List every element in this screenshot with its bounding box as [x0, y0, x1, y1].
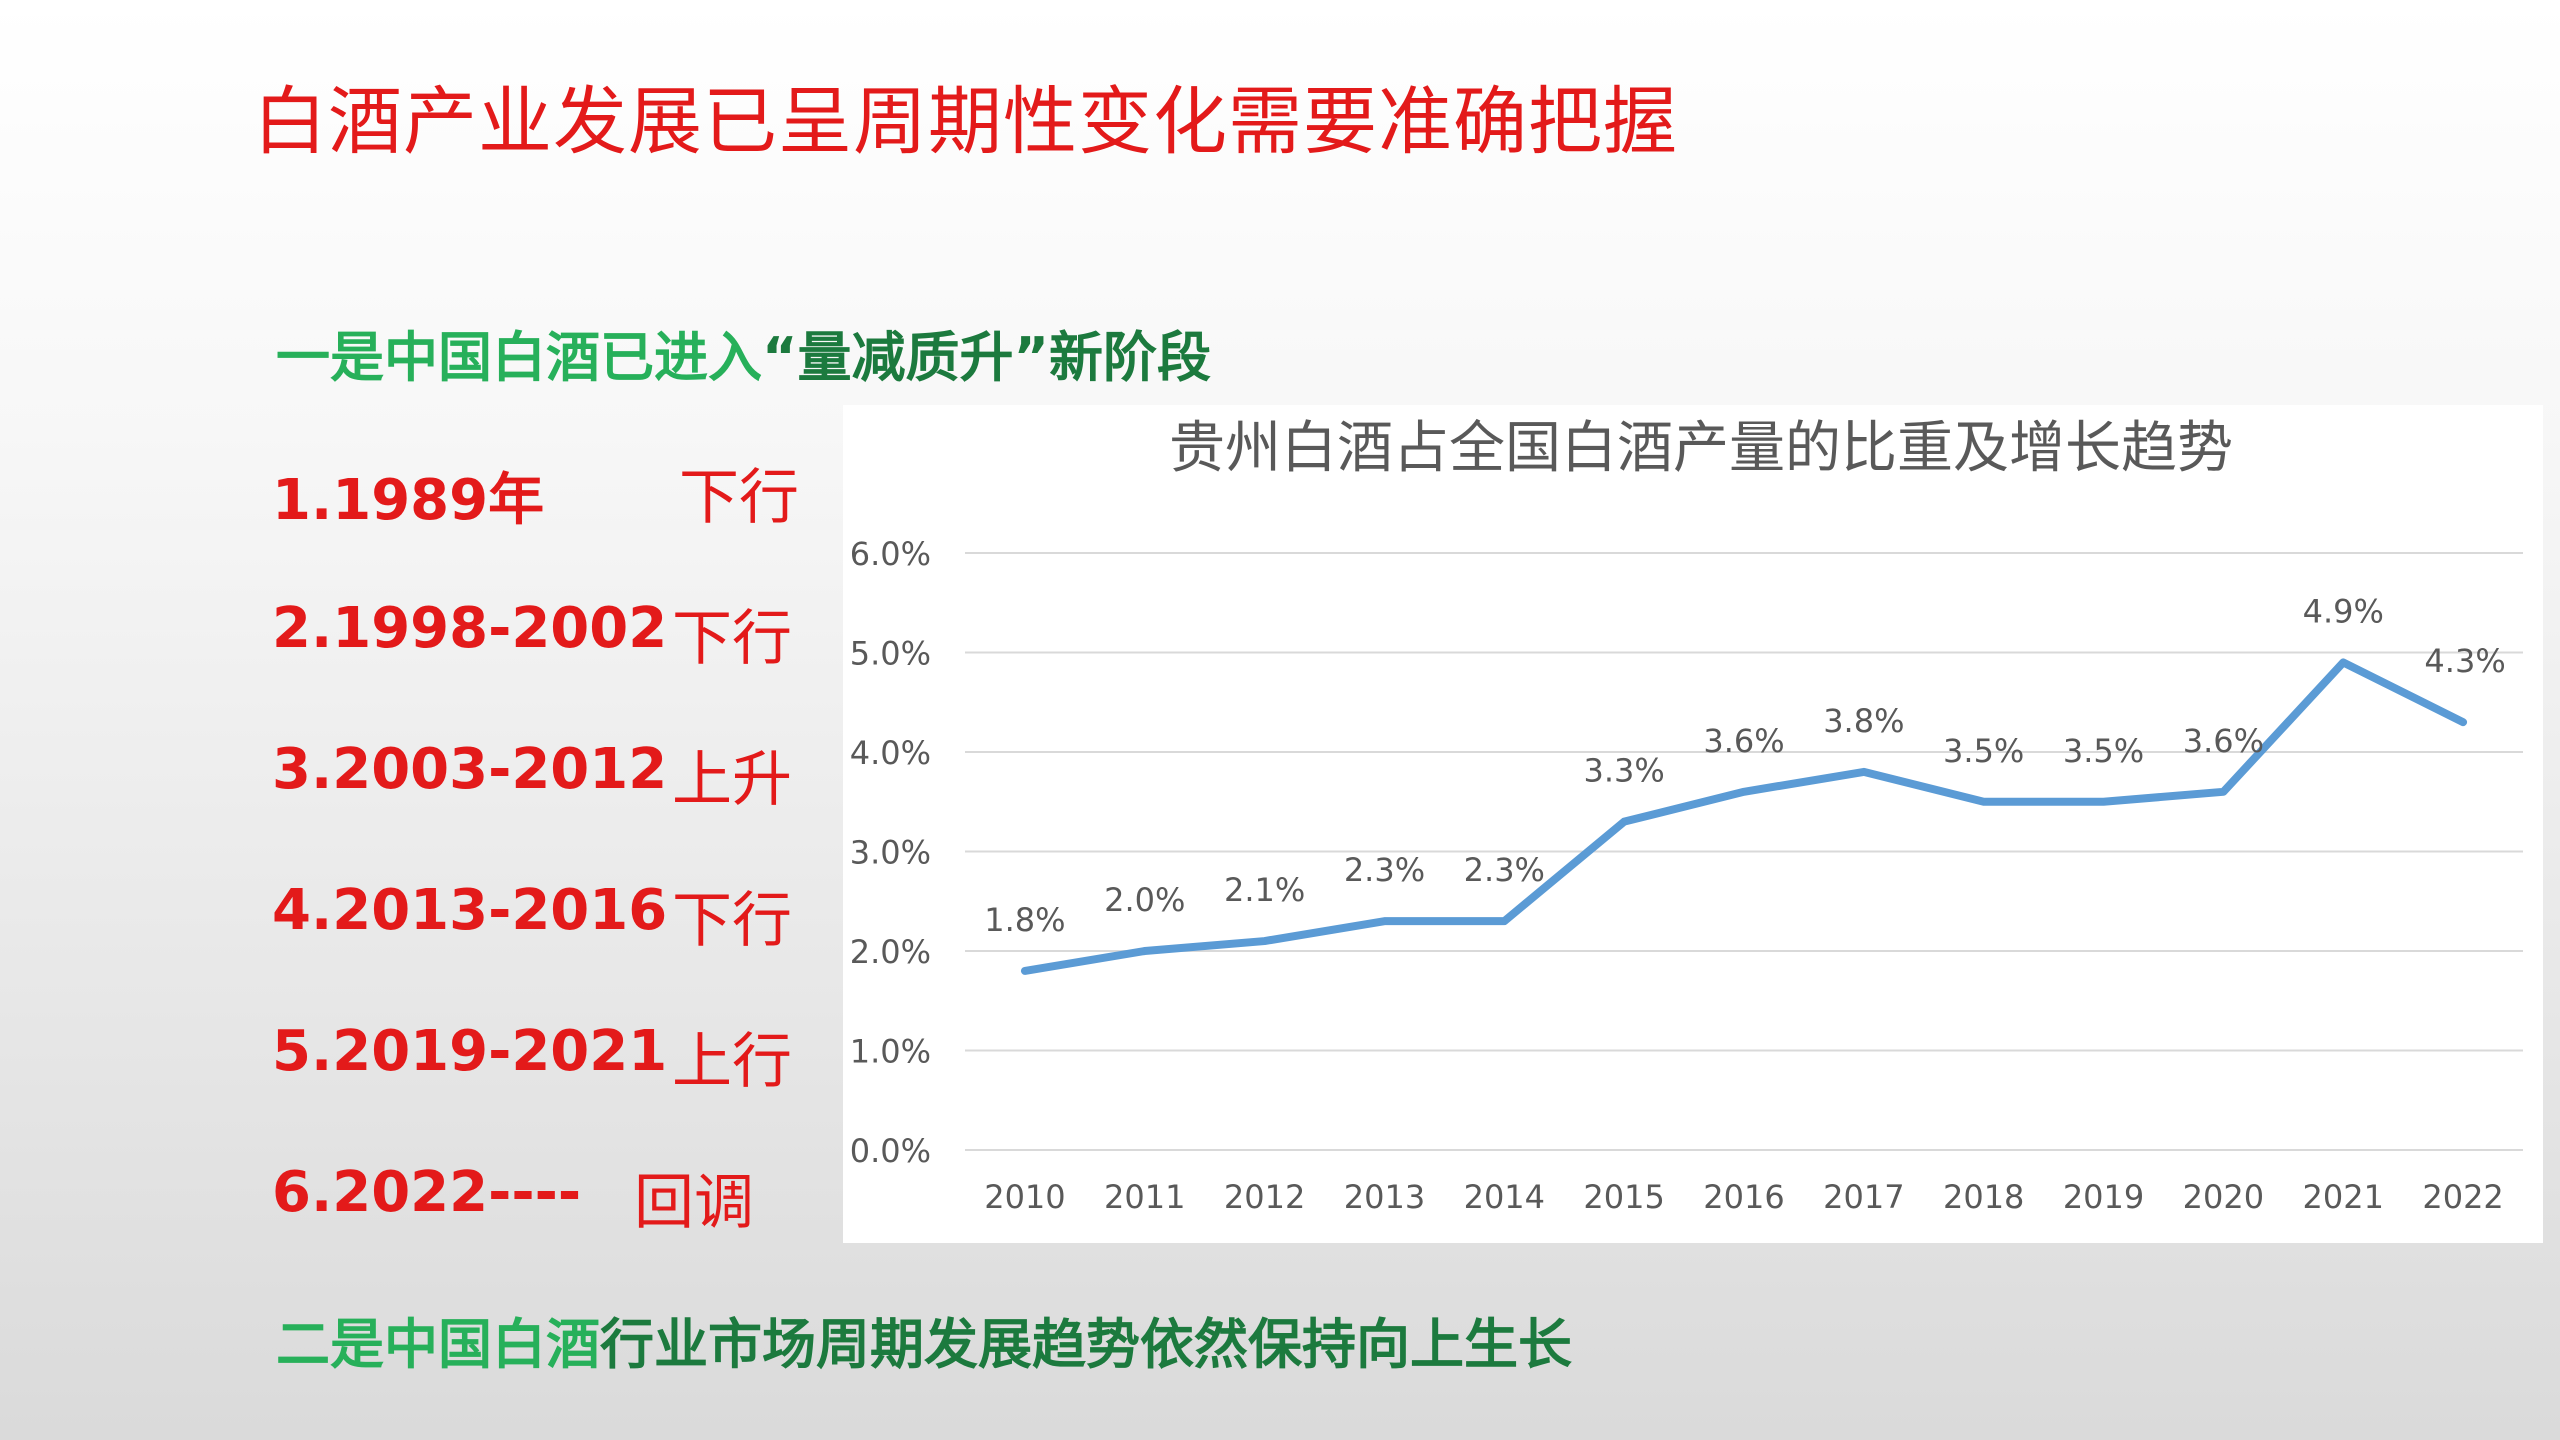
data-label: 3.6% — [2183, 722, 2264, 760]
y-tick-label: 6.0% — [850, 535, 931, 573]
data-label: 4.9% — [2303, 592, 2384, 630]
data-point — [2461, 720, 2466, 725]
heading-trend: 二是中国白酒行业市场周期发展趋势依然保持向上生长 — [276, 1300, 1572, 1379]
period-item-2: 2.1998-2002 下行 — [272, 596, 832, 674]
data-label: 1.8% — [984, 901, 1065, 939]
y-tick-label: 4.0% — [850, 734, 931, 772]
data-point — [1981, 799, 1986, 804]
x-tick-label: 2018 — [1943, 1178, 2024, 1216]
data-point — [1022, 968, 1027, 973]
line-chart: 贵州白酒占全国白酒产量的比重及增长趋势 0.0% 1.0% 2.0% 3.0% 4.0%… — [850, 416, 2523, 1216]
data-label: 2.3% — [1464, 851, 1545, 889]
period-range: 1.1989年 — [272, 468, 545, 533]
y-tick-label: 2.0% — [850, 933, 931, 971]
period-range: 5.2019-2021 — [272, 1019, 668, 1084]
x-tick-label: 2013 — [1344, 1178, 1425, 1216]
period-range: 2.1998-2002 — [272, 596, 668, 661]
x-tick-label: 2010 — [984, 1178, 1065, 1216]
period-item-6: 6.2022---- 回调 — [272, 1160, 832, 1238]
chart-container: 贵州白酒占全国白酒产量的比重及增长趋势 0.0% 1.0% 2.0% 3.0% 4.0%… — [843, 405, 2543, 1243]
data-point — [1622, 819, 1627, 824]
x-tick-label: 2019 — [2063, 1178, 2144, 1216]
y-tick-label: 3.0% — [850, 834, 931, 872]
x-tick-label: 2022 — [2422, 1178, 2503, 1216]
data-label: 2.3% — [1344, 851, 1425, 889]
period-trend: 下行 — [672, 886, 792, 956]
heading-stage-suffix: 新阶段 — [1048, 326, 1211, 389]
chart-title: 贵州白酒占全国白酒产量的比重及增长趋势 — [1169, 416, 2233, 481]
x-tick-label: 2014 — [1464, 1178, 1545, 1216]
y-tick-label: 5.0% — [850, 635, 931, 673]
data-label: 4.3% — [2424, 642, 2505, 680]
data-point — [2341, 660, 2346, 665]
data-point — [1742, 789, 1746, 794]
data-label: 3.6% — [1703, 722, 1784, 760]
data-point — [1382, 919, 1387, 924]
page-title: 白酒产业发展已呈周期性变化需要准确把握 — [253, 79, 1678, 165]
data-label: 3.3% — [1584, 752, 1665, 790]
heading-stage-quote: “量减质升” — [762, 326, 1049, 389]
x-tick-label: 2012 — [1224, 1178, 1305, 1216]
x-tick-label: 2015 — [1583, 1178, 1664, 1216]
y-tick-label: 0.0% — [850, 1132, 931, 1170]
period-item-5: 5.2019-2021 上行 — [272, 1019, 832, 1097]
period-trend: 下行 — [672, 604, 792, 674]
period-range: 4.2013-2016 — [272, 878, 668, 943]
period-item-3: 3.2003-2012 上升 — [272, 737, 832, 815]
x-tick-label: 2021 — [2303, 1178, 2384, 1216]
heading-trend-suffix: 行业市场周期发展趋势依然保持向上生长 — [600, 1313, 1572, 1376]
x-tick-label: 2017 — [1823, 1178, 1904, 1216]
period-trend: 回调 — [634, 1168, 754, 1238]
data-point — [1142, 949, 1147, 953]
period-item-1: 1.1989年 下行 — [272, 455, 832, 533]
heading-stage: 一是中国白酒已进入“量减质升”新阶段 — [276, 313, 1211, 392]
data-label: 2.0% — [1104, 881, 1185, 919]
period-item-4: 4.2013-2016 下行 — [272, 878, 832, 956]
data-label: 2.1% — [1224, 871, 1305, 909]
period-trend: 下行 — [679, 463, 799, 533]
data-point — [2101, 799, 2106, 804]
data-label: 3.5% — [2063, 732, 2144, 770]
period-trend: 上行 — [672, 1027, 792, 1097]
period-range: 6.2022---- — [272, 1160, 582, 1225]
x-tick-label: 2020 — [2183, 1178, 2264, 1216]
data-point — [1502, 919, 1507, 924]
period-trend: 上升 — [672, 745, 792, 815]
data-label: 3.8% — [1823, 702, 1904, 740]
x-tick-label: 2011 — [1104, 1178, 1185, 1216]
heading-trend-prefix: 二是中国白酒 — [276, 1313, 600, 1376]
data-point — [1262, 939, 1267, 944]
y-tick-label: 1.0% — [850, 1033, 931, 1071]
data-point — [1861, 769, 1866, 774]
x-tick-label: 2016 — [1703, 1178, 1784, 1216]
heading-stage-prefix: 一是中国白酒已进入 — [276, 326, 762, 389]
series-line — [1020, 658, 2468, 975]
period-range: 3.2003-2012 — [272, 737, 668, 802]
data-label: 3.5% — [1943, 732, 2024, 770]
data-point — [2221, 789, 2226, 794]
